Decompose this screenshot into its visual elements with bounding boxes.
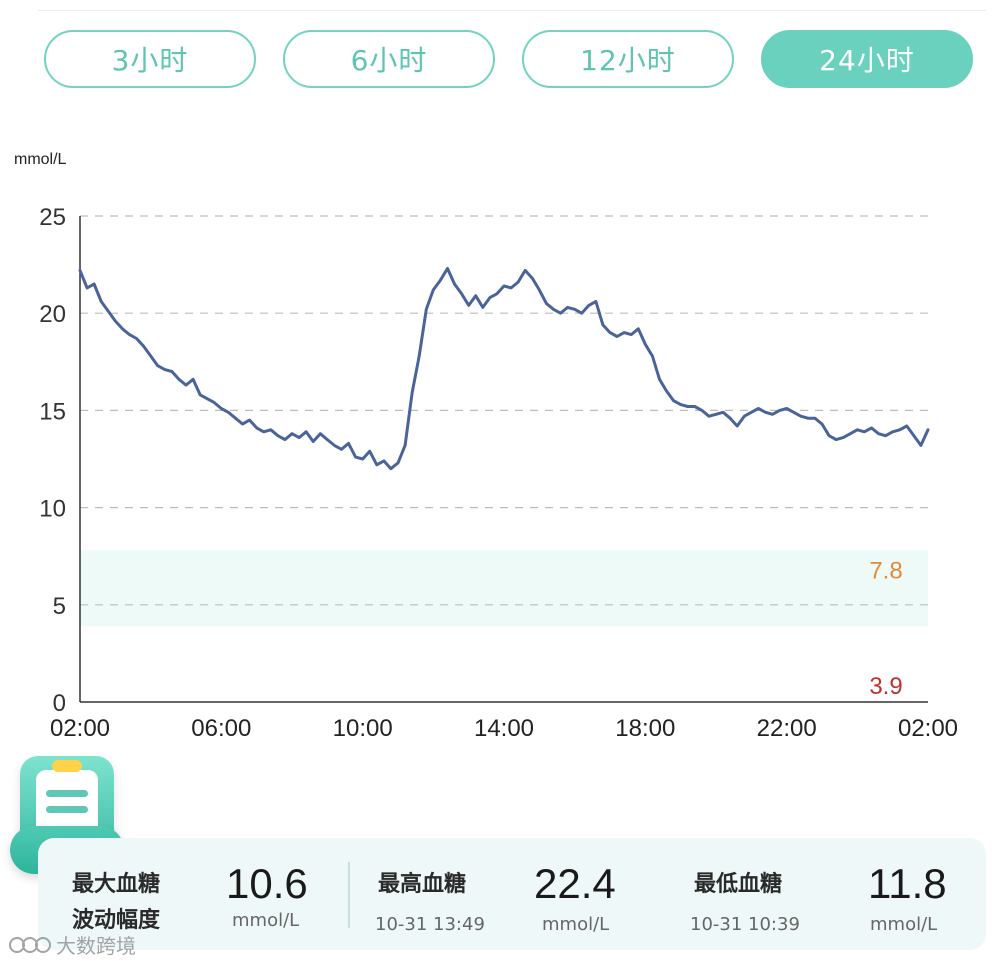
max-glucose-unit: mmol/L [542, 914, 610, 935]
top-divider [38, 10, 986, 11]
x-tick-label: 18:00 [615, 715, 675, 742]
clipboard-line-icon [46, 790, 88, 797]
target-high-label: 7.8 [869, 557, 902, 584]
fluctuation-title-line1: 最大血糖 [72, 872, 161, 897]
x-tick-label: 02:00 [50, 715, 110, 742]
y-tick-label: 5 [53, 593, 66, 620]
watermark: 大数跨境 [8, 930, 136, 959]
y-tick-label: 25 [39, 204, 66, 231]
x-tick-label: 14:00 [474, 715, 534, 742]
y-tick-label: 10 [39, 496, 66, 523]
fluctuation-value: 10.6 [226, 860, 308, 907]
x-tick-label: 22:00 [757, 715, 817, 742]
tab-12h[interactable]: 12小时 [522, 30, 734, 88]
y-tick-label: 15 [39, 398, 66, 425]
x-tick-label: 02:00 [898, 715, 958, 742]
fluctuation-title-line2: 波动幅度 [72, 908, 161, 933]
min-glucose-unit: mmol/L [870, 914, 938, 935]
x-tick-label: 10:00 [333, 715, 393, 742]
tab-6h[interactable]: 6小时 [283, 30, 495, 88]
y-axis-unit-label: mmol/L [14, 151, 67, 168]
max-glucose-value: 22.4 [534, 860, 616, 907]
time-range-tabs: 3小时 6小时 12小时 24小时 [0, 30, 996, 90]
glucose-chart-svg: mmol/L 0 5 10 15 20 25 02:00 06:00 10:00 14:00 18:0… [14, 151, 958, 742]
glucose-series-line [78, 267, 930, 471]
target-range-band [80, 550, 928, 627]
target-low-label: 3.9 [869, 673, 902, 700]
glucose-chart: mmol/L 0 5 10 15 20 25 02:00 06:00 10:00 14:00 18:0… [0, 140, 996, 760]
y-tick-label: 0 [53, 690, 66, 717]
tab-24h[interactable]: 24小时 [761, 30, 973, 88]
clipboard-clip-icon [52, 760, 82, 772]
min-glucose-value: 11.8 [868, 860, 947, 907]
watermark-logo-icon [9, 936, 51, 953]
max-glucose-time: 10-31 13:49 [375, 914, 485, 935]
min-glucose-title: 最低血糖 [694, 872, 783, 897]
clipboard-line-icon [46, 806, 88, 813]
min-glucose-time: 10-31 10:39 [690, 914, 800, 935]
fluctuation-unit: mmol/L [232, 910, 300, 931]
x-tick-label: 06:00 [191, 715, 251, 742]
max-glucose-title: 最高血糖 [378, 872, 467, 897]
stats-panel: 最大血糖 波动幅度 10.6 mmol/L 最高血糖 10-31 13:49 2… [38, 838, 986, 950]
watermark-text: 大数跨境 [56, 934, 136, 958]
tab-3h[interactable]: 3小时 [44, 30, 256, 88]
y-tick-label: 20 [39, 301, 66, 328]
stats-divider [348, 862, 350, 928]
